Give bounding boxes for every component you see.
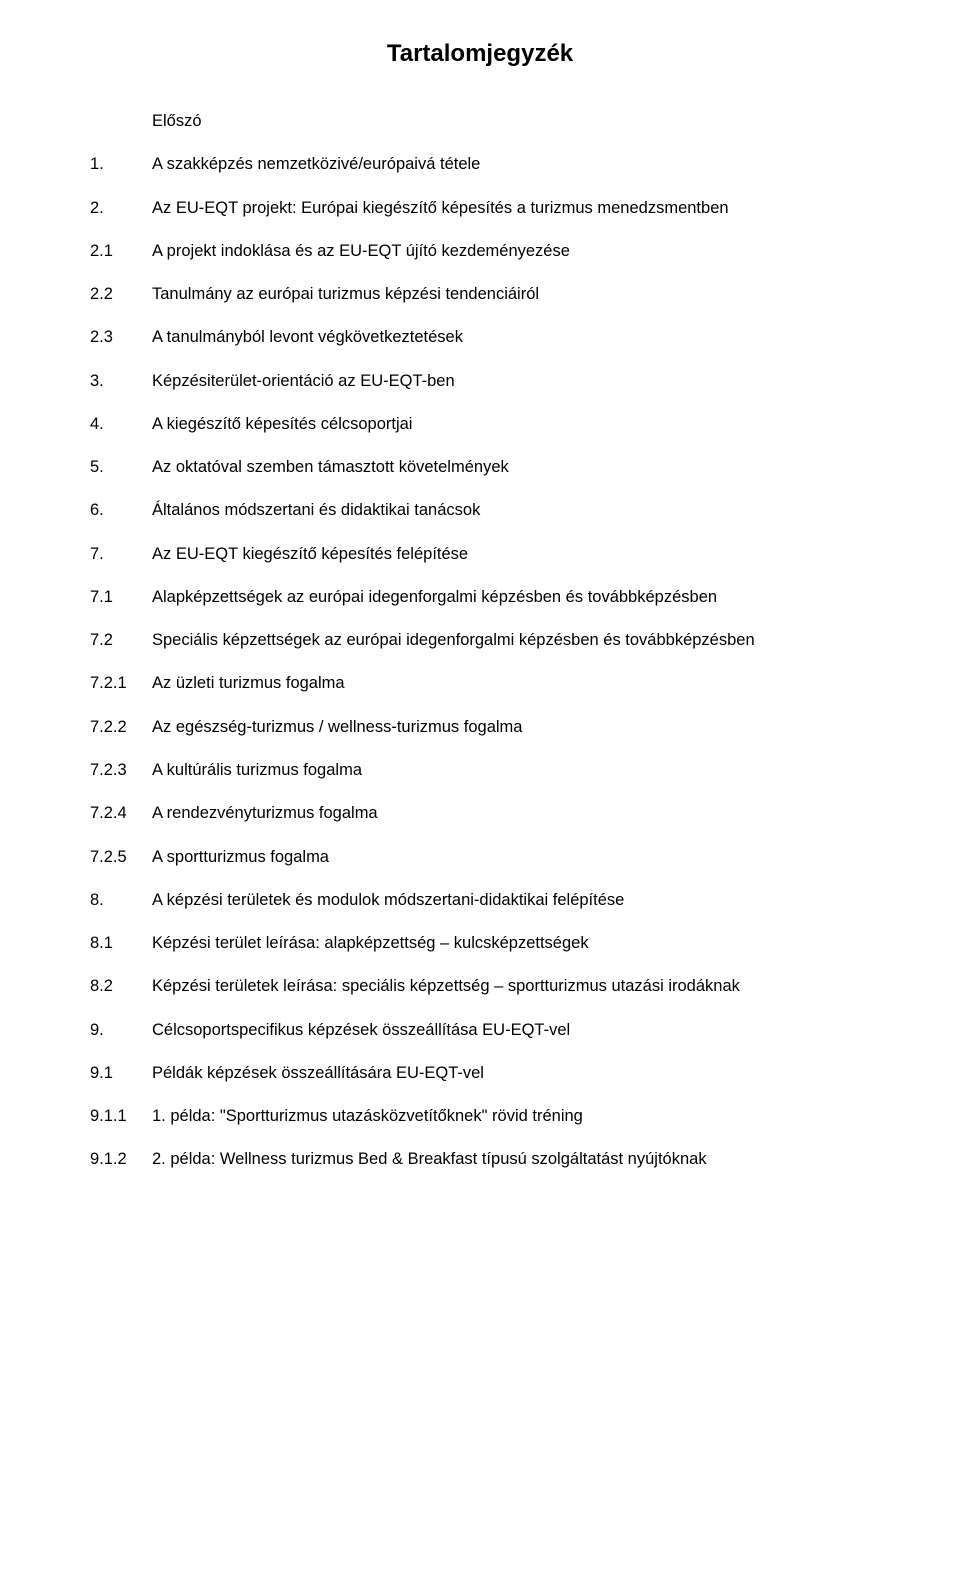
- toc-entry-text: Az EU-EQT projekt: Európai kiegészítő ké…: [152, 197, 870, 219]
- toc-entry: 7.2.4A rendezvényturizmus fogalma: [90, 802, 870, 824]
- toc-entry-text: Alapképzettségek az európai idegenforgal…: [152, 586, 870, 608]
- toc-entry-text: A rendezvényturizmus fogalma: [152, 802, 870, 824]
- toc-entry-text: A projekt indoklása és az EU-EQT újító k…: [152, 240, 870, 262]
- toc-entry-number: 5.: [90, 456, 152, 478]
- toc-entry-text: Az egészség-turizmus / wellness-turizmus…: [152, 716, 870, 738]
- toc-entry: 4.A kiegészítő képesítés célcsoportjai: [90, 413, 870, 435]
- toc-entry: 2.1A projekt indoklása és az EU-EQT újít…: [90, 240, 870, 262]
- toc-entry: 8.A képzési területek és modulok módszer…: [90, 889, 870, 911]
- toc-entry-text: Képzésiterület-orientáció az EU-EQT-ben: [152, 370, 870, 392]
- toc-entry: 9.1 Példák képzések összeállítására EU-E…: [90, 1062, 870, 1084]
- toc-entry-number: 2.2: [90, 283, 152, 305]
- toc-entry: 7.2.1Az üzleti turizmus fogalma: [90, 672, 870, 694]
- page-title: Tartalomjegyzék: [90, 40, 870, 68]
- toc-entry: 7.2.3A kultúrális turizmus fogalma: [90, 759, 870, 781]
- toc-entry-number: 9.1: [90, 1062, 152, 1084]
- toc-entry-number: 7.2: [90, 629, 152, 651]
- toc-entry-number: 8.1: [90, 932, 152, 954]
- toc-entry-number: 3.: [90, 370, 152, 392]
- toc-entry: 6.Általános módszertani és didaktikai ta…: [90, 499, 870, 521]
- toc-entry: 1.A szakképzés nemzetközivé/európaivá té…: [90, 153, 870, 175]
- toc-entry-text: Képzési területek leírása: speciális kép…: [152, 975, 870, 997]
- toc-entry-number: 6.: [90, 499, 152, 521]
- toc-entry-number: 2.1: [90, 240, 152, 262]
- toc-entry: 9.Célcsoportspecifikus képzések összeáll…: [90, 1019, 870, 1041]
- toc-entry-number: 7.2.4: [90, 802, 152, 824]
- toc-entry-number: 9.1.2: [90, 1148, 152, 1170]
- toc-entry-number: 9.1.1: [90, 1105, 152, 1127]
- toc-entry-number: 9.: [90, 1019, 152, 1041]
- toc-entry: 8.1Képzési terület leírása: alapképzetts…: [90, 932, 870, 954]
- toc-entry: 3.Képzésiterület-orientáció az EU-EQT-be…: [90, 370, 870, 392]
- toc-entry-number: 7.2.2: [90, 716, 152, 738]
- toc-entry-text: Az üzleti turizmus fogalma: [152, 672, 870, 694]
- table-of-contents: Előszó1.A szakképzés nemzetközivé/európa…: [90, 110, 870, 1171]
- toc-entry: 2.Az EU-EQT projekt: Európai kiegészítő …: [90, 197, 870, 219]
- toc-entry-text: A kiegészítő képesítés célcsoportjai: [152, 413, 870, 435]
- toc-entry-text: A szakképzés nemzetközivé/európaivá téte…: [152, 153, 870, 175]
- toc-entry-text: Az EU-EQT kiegészítő képesítés felépítés…: [152, 543, 870, 565]
- toc-entry-text: 2. példa: Wellness turizmus Bed & Breakf…: [152, 1148, 870, 1170]
- toc-entry-text: A sportturizmus fogalma: [152, 846, 870, 868]
- toc-entry-number: 8.: [90, 889, 152, 911]
- toc-entry: Előszó: [90, 110, 870, 132]
- toc-entry-text: Előszó: [152, 110, 870, 132]
- toc-entry-text: Képzési terület leírása: alapképzettség …: [152, 932, 870, 954]
- toc-entry-text: Tanulmány az európai turizmus képzési te…: [152, 283, 870, 305]
- toc-entry-number: 7.: [90, 543, 152, 565]
- toc-entry-number: 7.2.3: [90, 759, 152, 781]
- toc-entry: 7.2Speciális képzettségek az európai ide…: [90, 629, 870, 651]
- toc-entry-number: 1.: [90, 153, 152, 175]
- toc-entry-number: 7.1: [90, 586, 152, 608]
- toc-entry-text: Általános módszertani és didaktikai taná…: [152, 499, 870, 521]
- toc-entry: 7.2.5A sportturizmus fogalma: [90, 846, 870, 868]
- toc-entry: 2.3A tanulmányból levont végkövetkezteté…: [90, 326, 870, 348]
- toc-entry-number: 4.: [90, 413, 152, 435]
- toc-entry-text: A képzési területek és modulok módszerta…: [152, 889, 870, 911]
- toc-entry-text: Példák képzések összeállítására EU-EQT-v…: [152, 1062, 870, 1084]
- toc-entry: 9.1.11. példa: "Sportturizmus utazásközv…: [90, 1105, 870, 1127]
- toc-entry: 2.2Tanulmány az európai turizmus képzési…: [90, 283, 870, 305]
- toc-entry: 7.2.2Az egészség-turizmus / wellness-tur…: [90, 716, 870, 738]
- toc-entry: 7.1Alapképzettségek az európai idegenfor…: [90, 586, 870, 608]
- toc-entry-number: [90, 110, 152, 132]
- toc-entry: 8.2Képzési területek leírása: speciális …: [90, 975, 870, 997]
- toc-entry: 7.Az EU-EQT kiegészítő képesítés felépít…: [90, 543, 870, 565]
- toc-entry-number: 7.2.5: [90, 846, 152, 868]
- toc-entry-text: A tanulmányból levont végkövetkeztetések: [152, 326, 870, 348]
- toc-entry-text: Célcsoportspecifikus képzések összeállít…: [152, 1019, 870, 1041]
- toc-entry-text: A kultúrális turizmus fogalma: [152, 759, 870, 781]
- toc-entry-number: 2.: [90, 197, 152, 219]
- toc-entry: 9.1.22. példa: Wellness turizmus Bed & B…: [90, 1148, 870, 1170]
- toc-entry-number: 7.2.1: [90, 672, 152, 694]
- toc-entry: 5.Az oktatóval szemben támasztott követe…: [90, 456, 870, 478]
- toc-entry-number: 2.3: [90, 326, 152, 348]
- toc-entry-number: 8.2: [90, 975, 152, 997]
- toc-entry-text: 1. példa: "Sportturizmus utazásközvetítő…: [152, 1105, 870, 1127]
- toc-entry-text: Speciális képzettségek az európai idegen…: [152, 629, 870, 651]
- toc-entry-text: Az oktatóval szemben támasztott követelm…: [152, 456, 870, 478]
